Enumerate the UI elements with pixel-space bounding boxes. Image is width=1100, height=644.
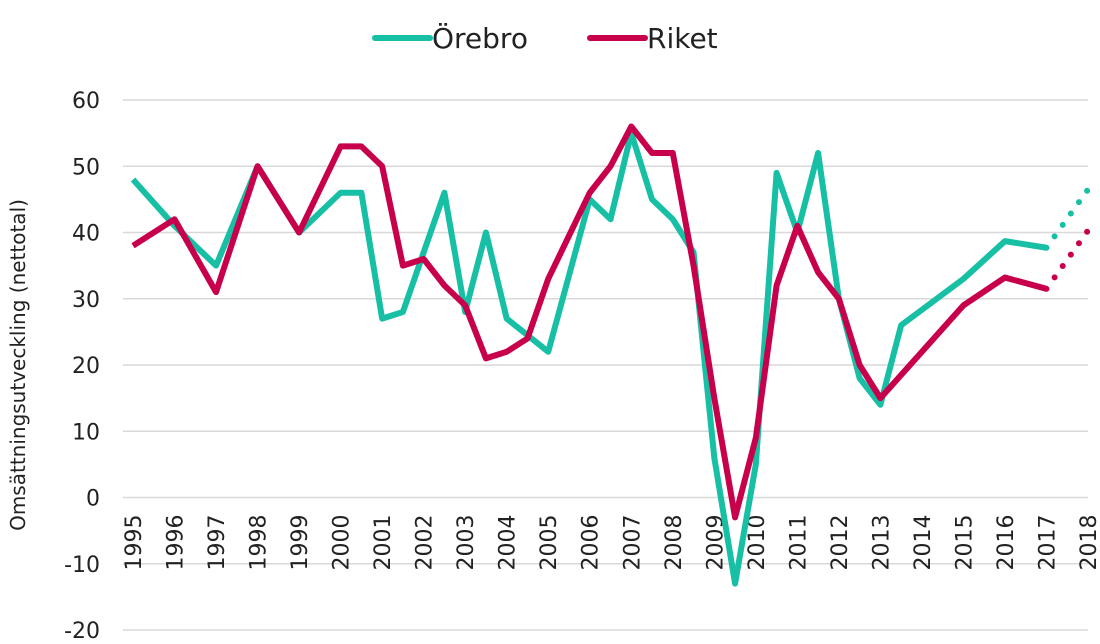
x-tick-label: 2007 <box>620 515 645 571</box>
x-tick-label: 2001 <box>371 515 396 571</box>
x-tick-label: 2010 <box>745 515 770 571</box>
x-tick-label: 2006 <box>579 515 604 571</box>
x-tick-label: 2011 <box>786 515 811 571</box>
x-tick-label: 2016 <box>994 515 1019 571</box>
x-tick-label: 2008 <box>662 515 687 571</box>
x-tick-label: 1997 <box>205 515 230 571</box>
y-tick-label: -10 <box>64 553 100 578</box>
x-tick-label: 2003 <box>454 515 479 571</box>
forecast-line <box>1043 186 1091 251</box>
y-axis-label: Omsättningsutveckling (nettotal) <box>6 199 30 531</box>
x-tick-label: 1995 <box>122 515 147 571</box>
forecast-line <box>1043 227 1091 292</box>
legend-label: Riket <box>647 22 718 55</box>
y-tick-label: 30 <box>72 288 100 313</box>
x-tick-label: 2018 <box>1077 515 1100 571</box>
x-tick-label: 2012 <box>828 515 853 571</box>
y-tick-label: 10 <box>72 420 100 445</box>
y-tick-label: 50 <box>72 155 100 180</box>
legend-label: Örebro <box>432 21 528 55</box>
x-tick-label: 1996 <box>164 515 189 571</box>
series-line <box>131 123 1048 521</box>
x-tick-label: 2013 <box>869 515 894 571</box>
x-tick-label: 2000 <box>330 515 355 571</box>
y-tick-label: 0 <box>86 487 100 512</box>
x-tick-label: 2014 <box>911 515 936 571</box>
x-tick-label: 1998 <box>247 515 272 571</box>
y-tick-label: 40 <box>72 222 100 247</box>
x-tick-label: 2005 <box>537 515 562 571</box>
y-tick-label: -20 <box>64 619 100 640</box>
x-tick-label: 2015 <box>952 515 977 571</box>
y-tick-label: 60 <box>72 89 100 114</box>
x-tick-label: 2017 <box>1035 515 1060 571</box>
x-tick-label: 2002 <box>413 515 438 571</box>
x-tick-label: 1999 <box>288 515 313 571</box>
x-tick-label: 2004 <box>496 515 521 571</box>
y-tick-label: 20 <box>72 354 100 379</box>
